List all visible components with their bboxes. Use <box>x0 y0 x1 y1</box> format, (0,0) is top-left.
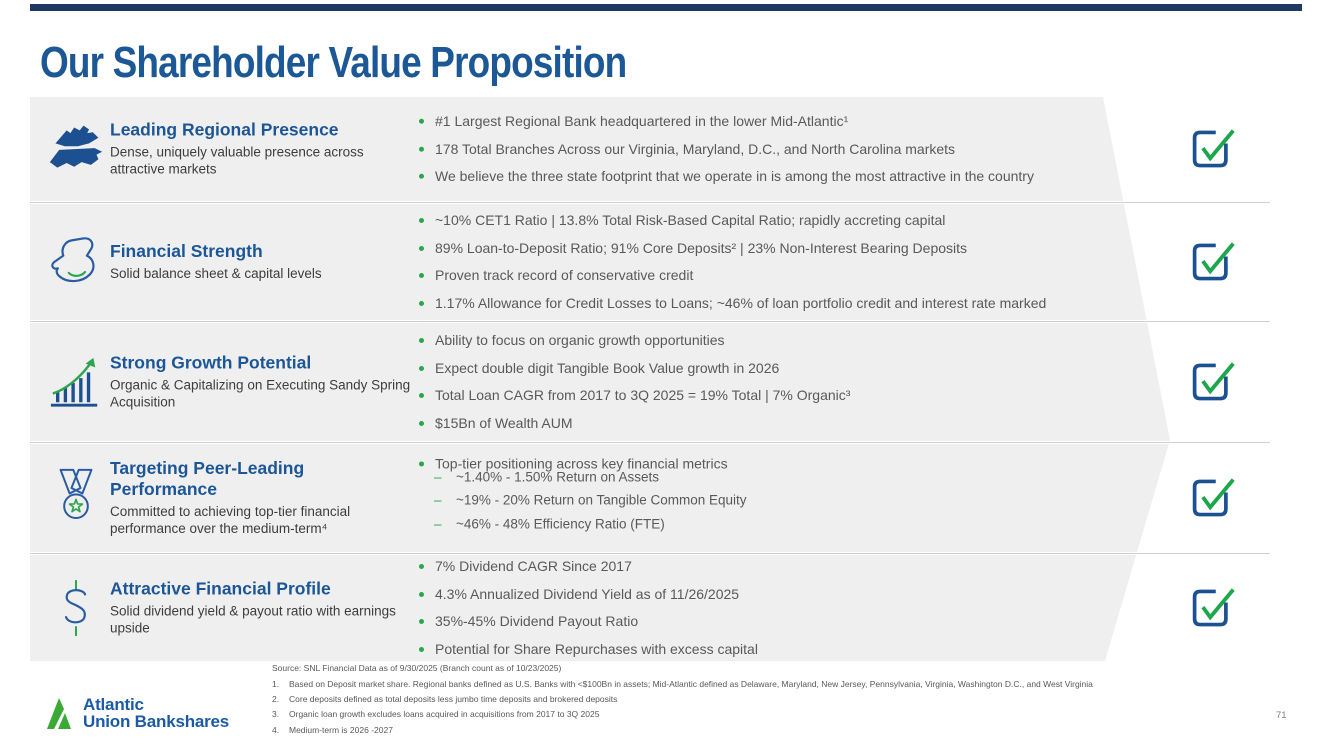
bullet-item: Proven track record of conservative cred… <box>418 267 1148 285</box>
bullet-item: #1 Largest Regional Bank headquartered i… <box>418 113 1148 131</box>
bullet-list: #1 Largest Regional Bank headquartered i… <box>418 113 1148 186</box>
row-heading: Financial Strength <box>110 241 263 262</box>
muscle-icon <box>42 204 110 320</box>
row-divider <box>30 441 1270 444</box>
bullet-list: Ability to focus on organic growth oppor… <box>418 332 1148 432</box>
row-divider <box>30 552 1270 555</box>
sub-bullet-item: ~19% - 20% Return on Tangible Common Equ… <box>432 493 1148 510</box>
footnote-item: 1. Based on Deposit market share. Region… <box>272 679 1093 689</box>
company-logo: Atlantic Union Bankshares <box>45 695 229 731</box>
bullet-list: Top-tier positioning across key financia… <box>418 455 1148 473</box>
bullet-item: Total Loan CAGR from 2017 to 3Q 2025 = 1… <box>418 387 1148 405</box>
checkbox-checked-icon <box>1190 359 1236 405</box>
row-divider <box>30 320 1270 323</box>
medal-icon <box>42 444 110 552</box>
bullet-item: ~10% CET1 Ratio | 13.8% Total Risk-Based… <box>418 212 1148 230</box>
bullet-item: Expect double digit Tangible Book Value … <box>418 360 1148 378</box>
bullet-item: Ability to focus on organic growth oppor… <box>418 332 1148 350</box>
footnote-item: 4. Medium-term is 2026 -2027 <box>272 724 393 735</box>
checkbox-checked-icon <box>1190 585 1236 631</box>
bullet-item: 4.3% Annualized Dividend Yield as of 11/… <box>418 586 1148 604</box>
row-heading: Attractive Financial Profile <box>110 578 331 599</box>
footnote-item: 3. Organic loan growth excludes loans ac… <box>272 709 600 720</box>
checkbox-checked-icon <box>1190 126 1236 172</box>
row-leading-regional-presence: Leading Regional Presence Dense, uniquel… <box>30 97 1270 201</box>
checkbox-checked-icon <box>1190 239 1236 285</box>
sub-bullet-item: ~46% - 48% Efficiency Ratio (FTE) <box>432 517 1148 534</box>
value-proposition-table: Leading Regional Presence Dense, uniquel… <box>30 97 1270 661</box>
top-accent-bar <box>30 4 1302 11</box>
footnotes: Source: SNL Financial Data as of 9/30/20… <box>272 663 1292 740</box>
footnote-item: 2. Core deposits defined as total deposi… <box>272 694 618 705</box>
bullet-list: ~10% CET1 Ratio | 13.8% Total Risk-Based… <box>418 212 1148 312</box>
row-subheading: Organic & Capitalizing on Executing Sand… <box>110 377 411 410</box>
bullet-list: 7% Dividend CAGR Since 2017 4.3% Annuali… <box>418 558 1148 658</box>
row-subheading: Dense, uniquely valuable presence across… <box>110 144 364 177</box>
bullet-item: Potential for Share Repurchases with exc… <box>418 641 1148 659</box>
bullet-item: 89% Loan-to-Deposit Ratio; 91% Core Depo… <box>418 240 1148 258</box>
row-heading: Strong Growth Potential <box>110 352 312 373</box>
bullet-item: 35%-45% Dividend Payout Ratio <box>418 613 1148 631</box>
bullet-item: $15Bn of Wealth AUM <box>418 415 1148 433</box>
row-strong-growth-potential: Strong Growth Potential Organic & Capita… <box>30 323 1270 441</box>
row-targeting-peer-leading-performance: Targeting Peer-Leading Performance Commi… <box>30 444 1270 552</box>
bullet-item: 1.17% Allowance for Credit Losses to Loa… <box>418 295 1148 313</box>
page-number: 71 <box>1276 710 1287 721</box>
bullet-item: Top-tier positioning across key financia… <box>418 455 1148 473</box>
sub-bullet-list: ~1.40% - 1.50% Return on Assets ~19% - 2… <box>432 469 1148 534</box>
bullet-item: 7% Dividend CAGR Since 2017 <box>418 558 1148 576</box>
bullet-item: We believe the three state footprint tha… <box>418 168 1148 186</box>
row-divider <box>30 201 1270 204</box>
page-title: Our Shareholder Value Proposition <box>40 38 627 87</box>
growth-chart-icon <box>42 323 110 441</box>
row-financial-strength: Financial Strength Solid balance sheet &… <box>30 204 1270 320</box>
row-attractive-financial-profile: Attractive Financial Profile Solid divid… <box>30 555 1270 661</box>
sub-bullet-item: ~1.40% - 1.50% Return on Assets <box>432 469 1148 486</box>
source-note: Source: SNL Financial Data as of 9/30/20… <box>272 663 562 673</box>
row-heading: Leading Regional Presence <box>110 119 339 140</box>
logo-text: Atlantic Union Bankshares <box>83 694 230 731</box>
dollar-icon <box>42 555 110 661</box>
row-subheading: Solid balance sheet & capital levels <box>110 266 322 282</box>
bullet-item: 178 Total Branches Across our Virginia, … <box>418 140 1148 158</box>
row-heading: Targeting Peer-Leading Performance <box>110 458 305 500</box>
row-subheading: Committed to achieving top-tier financia… <box>110 504 351 536</box>
logo-mark-icon <box>45 695 75 731</box>
map-icon <box>42 97 110 201</box>
chevron-background <box>30 97 1170 661</box>
checkbox-checked-icon <box>1190 475 1236 521</box>
row-subheading: Solid dividend yield & payout ratio with… <box>110 603 396 636</box>
